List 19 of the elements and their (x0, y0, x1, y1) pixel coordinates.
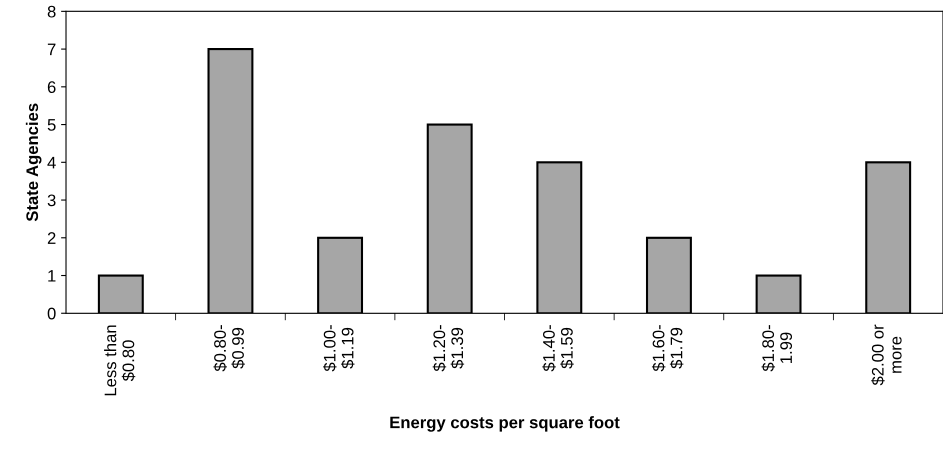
y-tick-label: 0 (48, 308, 56, 320)
y-tick-label: 3 (48, 194, 56, 206)
y-tick-label: 1 (48, 270, 56, 282)
x-tick-label: $1.80- 1.99 (762, 325, 792, 372)
x-tick-label: $1.40- $1.59 (542, 325, 574, 372)
x-tick-label: Less than $0.80 (104, 325, 136, 396)
y-tick-label: 7 (48, 44, 56, 56)
y-tick-label: 2 (48, 232, 56, 244)
y-axis-title: State Agencies (26, 104, 42, 222)
x-axis-title: Energy costs per square foot (390, 416, 620, 432)
x-tick-label: $1.60- $1.79 (652, 325, 684, 372)
x-tick-label: $0.80- $0.99 (213, 325, 245, 372)
x-tick-label: $1.00- $1.19 (323, 325, 355, 372)
x-tick-label: $1.20- $1.39 (432, 325, 464, 372)
y-tick-label: 5 (48, 119, 56, 131)
x-tick-label: $2.00 or more (871, 324, 902, 386)
y-tick-label: 8 (48, 6, 56, 18)
y-tick-label: 4 (47, 156, 56, 168)
y-tick-label: 6 (48, 81, 56, 94)
